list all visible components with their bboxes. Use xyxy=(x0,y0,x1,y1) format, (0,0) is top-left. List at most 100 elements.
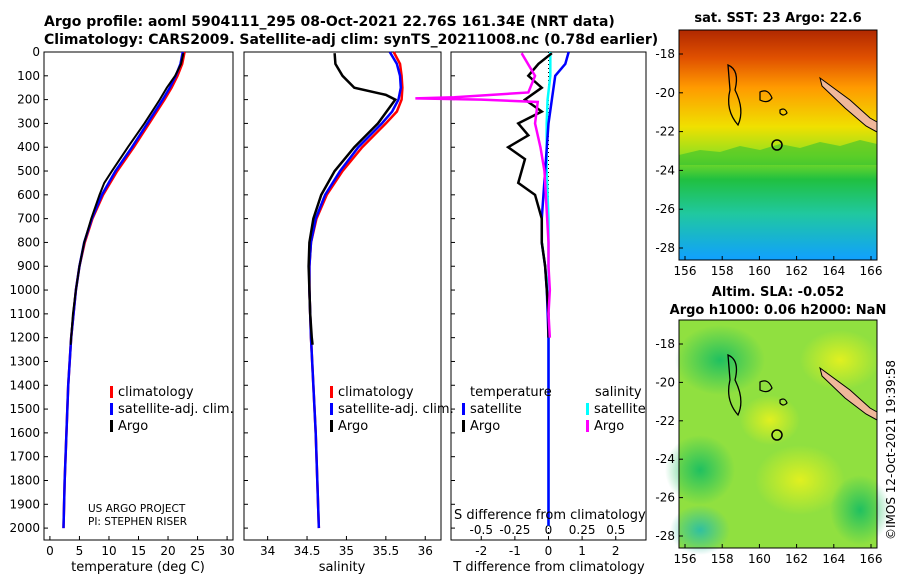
project-label: US ARGO PROJECT xyxy=(88,503,186,515)
credit-label: ©IMOS 12-Oct-2021 19:39:58 xyxy=(884,360,898,540)
legend-argo-swatch xyxy=(110,420,113,432)
legend-clim: climatology xyxy=(338,385,414,400)
y-tick-label: 800 xyxy=(17,235,40,249)
title-line-1: Argo profile: aoml 5904111_295 08-Oct-20… xyxy=(44,14,615,30)
map-x-tick-label: 162 xyxy=(785,264,808,278)
sst-map-frame xyxy=(678,29,878,261)
sst-map-title: sat. SST: 23 Argo: 22.6 xyxy=(694,11,861,26)
legend-salinity-title: salinity xyxy=(595,385,642,400)
y-tick-label: 0 xyxy=(32,45,40,59)
y-tick-label: 1400 xyxy=(9,378,40,392)
series-satellite-adj-clim- xyxy=(62,51,185,529)
temperature-panel xyxy=(43,51,234,541)
y-tick-label: 400 xyxy=(17,140,40,154)
s-tick-label: 0 xyxy=(545,523,553,537)
reef-contour-small xyxy=(759,90,788,116)
map-x-tick-label: 162 xyxy=(785,552,808,566)
legend-t-sat-swatch xyxy=(462,403,465,415)
map-x-tick-label: 164 xyxy=(822,264,845,278)
salinity-xlabel: salinity xyxy=(319,560,366,575)
y-tick-label: 1300 xyxy=(9,354,40,368)
sla-map-title-1: Altim. SLA: -0.052 xyxy=(712,285,844,300)
x-tick-label: 0 xyxy=(46,544,54,558)
y-tick-label: 500 xyxy=(17,164,40,178)
s-tick-label: -0.25 xyxy=(499,523,530,537)
x-tick-label: 36 xyxy=(418,544,433,558)
map-y-tick-label: -28 xyxy=(655,241,675,255)
series-climatology xyxy=(62,51,186,529)
map-x-tick-label: 160 xyxy=(748,264,771,278)
t-diff-xlabel: T difference from climatology xyxy=(452,560,645,575)
map-x-tick-label: 156 xyxy=(674,552,697,566)
y-tick-label: 1500 xyxy=(9,402,40,416)
legend-argo-swatch xyxy=(330,420,333,432)
reef-contour-small xyxy=(759,380,788,406)
reef-contour xyxy=(727,353,742,417)
map-y-tick-label: -22 xyxy=(655,125,675,139)
y-tick-label: 1600 xyxy=(9,426,40,440)
y-tick-label: 700 xyxy=(17,212,40,226)
y-tick-label: 300 xyxy=(17,116,40,130)
map-y-tick-label: -22 xyxy=(655,414,675,428)
map-x-tick-label: 156 xyxy=(674,264,697,278)
map-y-tick-label: -18 xyxy=(655,47,675,61)
temperature-legend: climatology satellite-adj. clim. Argo xyxy=(110,385,234,434)
argo-position-marker xyxy=(771,139,783,151)
y-tick-label: 1100 xyxy=(9,307,40,321)
s-tick-label: 0.25 xyxy=(569,523,596,537)
x-tick-label: 30 xyxy=(219,544,234,558)
map-y-tick-label: -26 xyxy=(655,491,675,505)
reef-contour xyxy=(727,63,742,127)
sla-map xyxy=(665,319,890,555)
x-tick-label: -2 xyxy=(475,544,487,558)
sla-map-title-2: Argo h1000: 0.06 h2000: NaN xyxy=(670,303,887,318)
legend-t-argo: Argo xyxy=(470,419,500,434)
map-y-tick-label: -20 xyxy=(655,86,675,100)
legend-sat: satellite-adj. clim. xyxy=(118,402,234,417)
x-tick-label: 20 xyxy=(160,544,175,558)
x-tick-label: 5 xyxy=(76,544,84,558)
x-tick-label: 35.5 xyxy=(372,544,399,558)
x-tick-label: 2 xyxy=(612,544,620,558)
map-x-tick-label: 166 xyxy=(860,264,883,278)
y-tick-label: 1700 xyxy=(9,450,40,464)
legend-t-argo-swatch xyxy=(462,420,465,432)
salinity-panel xyxy=(243,51,442,541)
y-tick-label: 1200 xyxy=(9,331,40,345)
x-tick-label: 10 xyxy=(101,544,116,558)
legend-t-sat: satellite xyxy=(470,402,522,417)
y-tick-label: 2000 xyxy=(9,521,40,535)
legend-clim-swatch xyxy=(330,386,333,398)
legend-s-sat-swatch xyxy=(586,403,589,415)
x-tick-label: 1 xyxy=(578,544,586,558)
series-t-argo xyxy=(505,52,553,338)
argo-position-marker xyxy=(771,429,783,441)
map-x-tick-label: 158 xyxy=(711,552,734,566)
map-y-tick-label: -28 xyxy=(655,529,675,543)
legend-sat-swatch xyxy=(110,403,113,415)
map-y-tick-label: -24 xyxy=(655,452,675,466)
y-tick-label: 100 xyxy=(17,69,40,83)
x-tick-label: 35 xyxy=(339,544,354,558)
map-x-tick-label: 158 xyxy=(711,264,734,278)
title-line-2: Climatology: CARS2009. Satellite-adj cli… xyxy=(44,32,659,48)
x-tick-label: -1 xyxy=(509,544,521,558)
series-argo xyxy=(307,53,398,345)
legend-clim: climatology xyxy=(118,385,194,400)
map-x-tick-label: 166 xyxy=(860,552,883,566)
s-tick-label: -0.5 xyxy=(470,523,493,537)
series-s-argo xyxy=(415,52,552,338)
x-tick-label: 34 xyxy=(260,544,275,558)
sla-map-frame xyxy=(678,319,878,549)
series-argo xyxy=(69,52,185,345)
pi-label: PI: STEPHEN RISER xyxy=(88,516,187,528)
x-tick-label: 0 xyxy=(545,544,553,558)
legend-s-sat: satellite xyxy=(594,402,646,417)
x-tick-label: 15 xyxy=(131,544,146,558)
y-tick-label: 900 xyxy=(17,259,40,273)
s-diff-axis-label: S difference from climatology xyxy=(454,508,646,523)
sst-map xyxy=(678,29,878,261)
legend-argo: Argo xyxy=(338,419,368,434)
map-x-tick-label: 160 xyxy=(748,552,771,566)
